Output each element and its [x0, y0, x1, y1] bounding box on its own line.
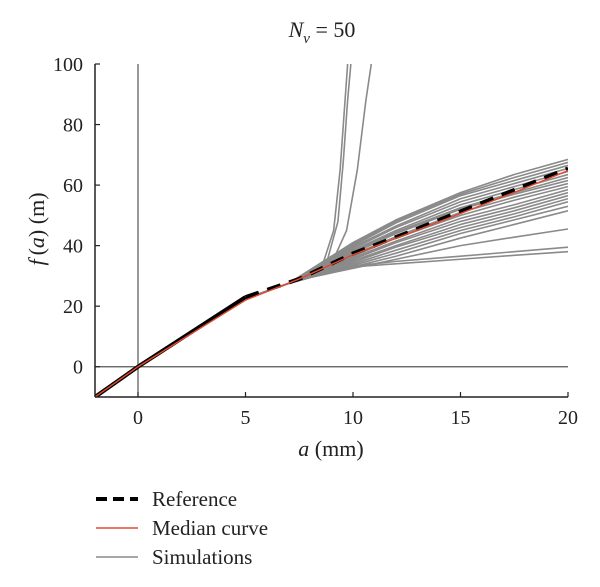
simulation-line — [95, 64, 349, 397]
reference-lines — [95, 64, 568, 397]
x-tick-label: 0 — [133, 407, 143, 429]
y-tick-label: 80 — [63, 115, 83, 137]
y-tick-label: 100 — [53, 54, 83, 76]
y-ticks: 0 20 40 60 80 100 — [53, 54, 100, 379]
x-axis-label-unit: (mm) — [309, 436, 363, 461]
title-symbol: N — [288, 17, 305, 42]
series-lines — [95, 166, 568, 397]
x-axis-label: a (mm) — [298, 436, 363, 461]
simulation-line — [95, 173, 568, 397]
y-axis-label-a: a — [24, 237, 49, 248]
x-tick-label: 5 — [241, 407, 251, 429]
chart-title-text: Nν = 50 — [288, 17, 356, 47]
chart-title: Nν = 50 — [288, 17, 356, 47]
y-tick-label: 20 — [63, 296, 83, 318]
y-axis-label-open: ( — [24, 248, 49, 255]
y-axis-label-unit: ) (m) — [24, 192, 49, 237]
title-subscript: ν — [303, 31, 310, 47]
y-axis-label: f (a) (m) — [24, 192, 49, 265]
y-tick-label: 40 — [63, 236, 83, 258]
legend-label-reference: Reference — [152, 487, 237, 511]
simulation-line — [95, 228, 568, 397]
simulation-line — [95, 176, 568, 397]
x-axis-label-symbol: a — [298, 436, 309, 461]
title-rest: = 50 — [310, 17, 355, 42]
simulation-line — [95, 164, 568, 397]
legend-label-simulations: Simulations — [152, 545, 252, 569]
simulation-line — [95, 179, 568, 397]
x-tick-label: 20 — [558, 407, 578, 429]
y-tick-label: 60 — [63, 175, 83, 197]
simulation-line — [95, 64, 373, 397]
x-ticks: 0 5 10 15 20 — [133, 392, 578, 429]
simulation-line — [95, 64, 352, 397]
axes — [94, 64, 568, 398]
y-axis-label-f: f — [24, 257, 49, 266]
y-tick-label: 0 — [73, 357, 83, 379]
median-curve-line — [95, 169, 568, 397]
legend-label-median: Median curve — [152, 516, 268, 540]
x-tick-label: 15 — [451, 407, 471, 429]
simulation-line — [95, 200, 568, 397]
x-tick-label: 10 — [343, 407, 363, 429]
legend: Reference Median curve Simulations — [96, 487, 268, 569]
